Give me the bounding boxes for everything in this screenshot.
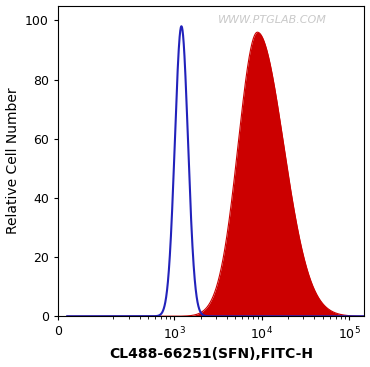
Text: WWW.PTGLAB.COM: WWW.PTGLAB.COM (218, 15, 327, 25)
X-axis label: CL488-66251(SFN),FITC-H: CL488-66251(SFN),FITC-H (109, 348, 313, 361)
Y-axis label: Relative Cell Number: Relative Cell Number (6, 88, 20, 234)
